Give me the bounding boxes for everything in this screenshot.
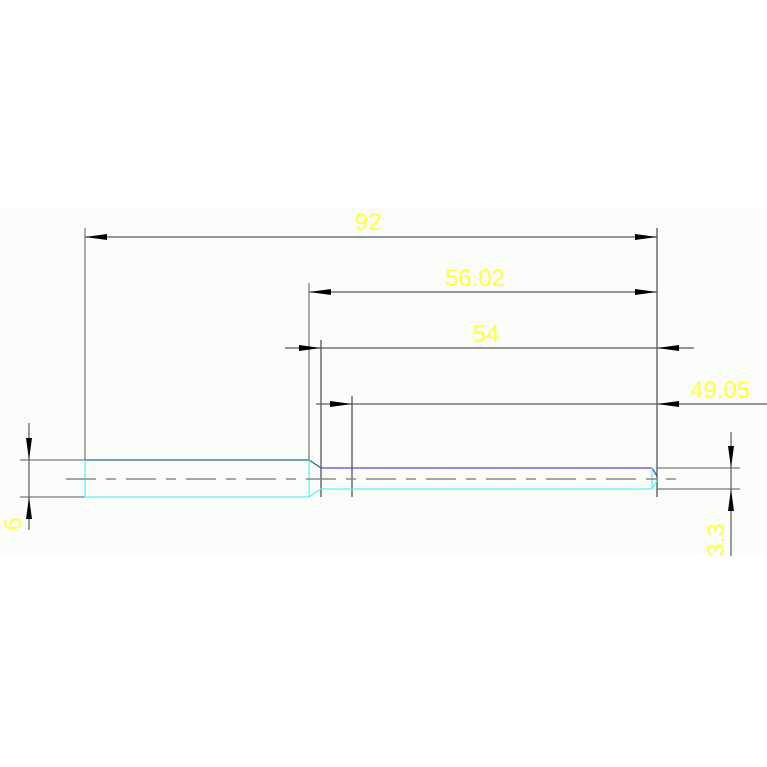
arrow-icon bbox=[728, 489, 734, 511]
dim-text-3-3: 3.3 bbox=[703, 523, 730, 556]
extension-lines bbox=[20, 228, 740, 498]
arrow-icon bbox=[26, 497, 32, 519]
arrow-icon bbox=[728, 446, 734, 468]
dim-text-6: 6 bbox=[0, 517, 27, 530]
arrow-icon bbox=[299, 345, 321, 351]
dim-text-92: 92 bbox=[355, 209, 382, 236]
arrow-icon bbox=[657, 345, 679, 351]
arrow-icon bbox=[85, 234, 107, 240]
arrow-icon bbox=[635, 289, 657, 295]
arrow-icon bbox=[26, 438, 32, 460]
shaft-bottom-edge bbox=[84, 460, 658, 498]
arrow-icon bbox=[657, 401, 679, 407]
dim-text-49-05: 49.05 bbox=[690, 377, 750, 404]
drawing-area bbox=[0, 208, 767, 556]
arrow-icon bbox=[330, 401, 352, 407]
arrow-icon bbox=[309, 289, 331, 295]
arrow-icon bbox=[635, 234, 657, 240]
shaft-outline bbox=[66, 459, 676, 498]
arrowheads bbox=[26, 234, 734, 519]
dim-text-56-02: 56.02 bbox=[445, 265, 505, 292]
dim-text-54: 54 bbox=[473, 321, 500, 348]
